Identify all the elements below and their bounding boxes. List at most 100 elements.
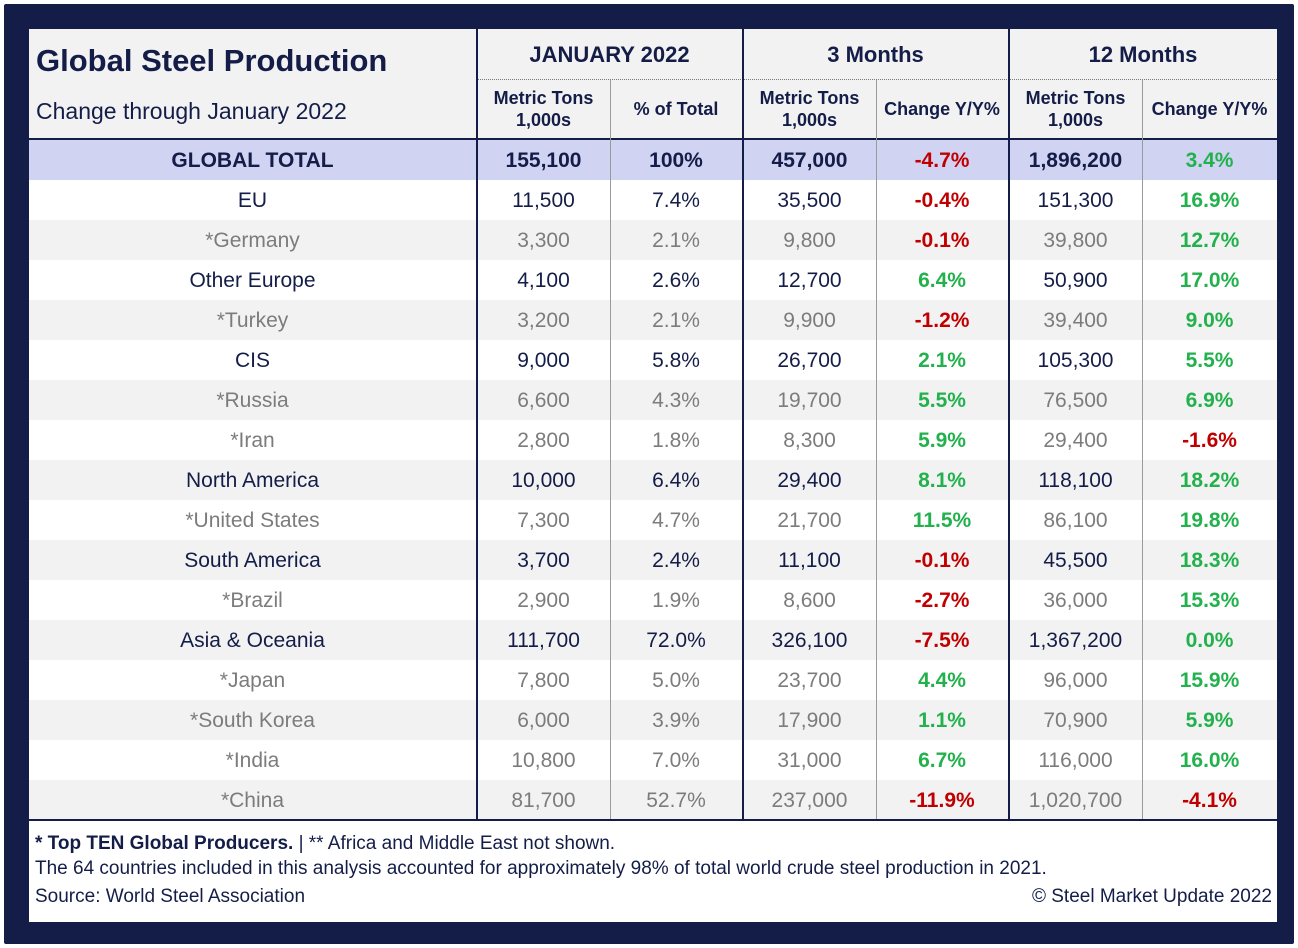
cell-pct: 3.9% bbox=[652, 709, 700, 732]
cell-m12: 36,000 bbox=[1043, 589, 1108, 612]
cell-jan: 10,000 bbox=[511, 469, 576, 492]
footnote-rest: | ** Africa and Middle East not shown. bbox=[293, 833, 616, 854]
table-row: GLOBAL TOTAL 155,100 100% 457,000 -4.7% 1,896… bbox=[29, 140, 1277, 180]
cell-jan: 6,600 bbox=[517, 389, 570, 412]
cell-m3chg: -1.2% bbox=[914, 309, 970, 332]
cell-name: *India bbox=[225, 749, 280, 772]
cell-m12chg: 17.0% bbox=[1179, 269, 1240, 292]
cell-m12: 1,020,700 bbox=[1028, 789, 1123, 812]
table-row: South America 3,700 2.4% 11,100 -0.1% 45,500 1… bbox=[29, 540, 1277, 580]
cell-m12chg: 3.4% bbox=[1185, 149, 1234, 172]
table-row: *Japan 7,800 5.0% 23,700 4.4% 96,000 15.9% bbox=[29, 660, 1277, 700]
cell-name: *Turkey bbox=[216, 309, 289, 332]
footnote-1: * Top TEN Global Producers. | ** Africa … bbox=[35, 833, 615, 855]
table-row: *China 81,700 52.7% 237,000 -11.9% 1,020,700 -… bbox=[29, 780, 1277, 820]
cell-m12: 1,896,200 bbox=[1028, 149, 1123, 172]
cell-m3: 17,900 bbox=[777, 709, 842, 732]
col-rule-3 bbox=[1008, 29, 1010, 821]
cell-m3chg: -2.7% bbox=[914, 589, 970, 612]
cell-m12: 86,100 bbox=[1043, 509, 1108, 532]
cell-m3: 21,700 bbox=[777, 509, 842, 532]
group-header-12-months: 12 Months bbox=[1088, 42, 1198, 67]
cell-jan: 10,800 bbox=[511, 749, 576, 772]
cell-pct: 2.4% bbox=[652, 549, 700, 572]
cell-m3: 23,700 bbox=[777, 669, 842, 692]
cell-m3chg: -0.4% bbox=[914, 189, 970, 212]
cell-m3: 8,600 bbox=[783, 589, 836, 612]
table-row: *Brazil 2,900 1.9% 8,600 -2.7% 36,000 15.3% bbox=[29, 580, 1277, 620]
col-header-line2: 1,000s bbox=[515, 110, 572, 130]
cell-name: Asia & Oceania bbox=[180, 629, 325, 652]
cell-m3chg: 11.5% bbox=[912, 509, 972, 532]
cell-name: *Germany bbox=[205, 229, 300, 252]
col-rule-2 bbox=[742, 29, 744, 821]
cell-m12chg: 5.9% bbox=[1185, 709, 1234, 732]
col-header-line2: 1,000s bbox=[1047, 110, 1104, 130]
cell-jan: 81,700 bbox=[511, 789, 576, 812]
table-row: *South Korea 6,000 3.9% 17,900 1.1% 70,900 5.9… bbox=[29, 700, 1277, 740]
col-header-line1: Change Y/Y% bbox=[884, 99, 1000, 119]
cell-m3chg: 8.1% bbox=[918, 469, 966, 492]
cell-m3chg: -7.5% bbox=[914, 629, 970, 652]
col-rule-thin-1 bbox=[610, 80, 611, 821]
cell-jan: 7,800 bbox=[517, 669, 570, 692]
col-rule-thin-2 bbox=[876, 80, 877, 821]
cell-m12chg: 0.0% bbox=[1185, 629, 1234, 652]
table-footer: * Top TEN Global Producers. | ** Africa … bbox=[29, 821, 1277, 922]
copyright-note: © Steel Market Update 2022 bbox=[1031, 886, 1272, 907]
cell-pct: 2.1% bbox=[652, 309, 700, 332]
col-header-line1: Metric Tons bbox=[759, 88, 860, 108]
table-row: *Iran 2,800 1.8% 8,300 5.9% 29,400 -1.6% bbox=[29, 420, 1277, 460]
cell-pct: 4.3% bbox=[652, 389, 700, 412]
cell-m3: 326,100 bbox=[771, 629, 848, 652]
cell-pct: 6.4% bbox=[652, 469, 700, 492]
col-header-jan-tons: Metric Tons 1,000s bbox=[477, 80, 610, 138]
cell-pct: 5.8% bbox=[652, 349, 700, 372]
table-row: *India 10,800 7.0% 31,000 6.7% 116,000 16.0% bbox=[29, 740, 1277, 780]
cell-jan: 3,300 bbox=[517, 229, 570, 252]
cell-m12: 96,000 bbox=[1043, 669, 1108, 692]
cell-m12chg: 18.3% bbox=[1179, 549, 1240, 572]
cell-jan: 3,700 bbox=[517, 549, 570, 572]
cell-m12chg: 16.0% bbox=[1179, 749, 1240, 772]
cell-jan: 6,000 bbox=[517, 709, 570, 732]
cell-m12: 45,500 bbox=[1043, 549, 1108, 572]
table-row: *Turkey 3,200 2.1% 9,900 -1.2% 39,400 9.0% bbox=[29, 300, 1277, 340]
col-header-12m-tons: Metric Tons 1,000s bbox=[1009, 80, 1142, 138]
group-header-january: JANUARY 2022 bbox=[529, 42, 690, 67]
cell-m12chg: 5.5% bbox=[1185, 349, 1234, 372]
col-header-line1: Metric Tons bbox=[493, 88, 594, 108]
cell-jan: 7,300 bbox=[517, 509, 570, 532]
table-row: Asia & Oceania 111,700 72.0% 326,100 -7.5% 1,… bbox=[29, 620, 1277, 660]
table-row: Other Europe 4,100 2.6% 12,700 6.4% 50,900 17.… bbox=[29, 260, 1277, 300]
cell-name: *United States bbox=[185, 509, 320, 532]
cell-m12chg: 15.9% bbox=[1179, 669, 1240, 692]
cell-pct: 5.0% bbox=[652, 669, 700, 692]
cell-m3: 457,000 bbox=[771, 149, 848, 172]
page-subtitle: Change through January 2022 bbox=[36, 98, 347, 124]
cell-name: CIS bbox=[234, 349, 270, 372]
cell-m12chg: 19.8% bbox=[1179, 509, 1240, 532]
cell-m3chg: -4.7% bbox=[914, 149, 970, 172]
table-row: *Russia 6,600 4.3% 19,700 5.5% 76,500 6.9% bbox=[29, 380, 1277, 420]
cell-m12: 116,000 bbox=[1038, 749, 1113, 772]
col-header-jan-pct: % of Total bbox=[610, 80, 742, 138]
col-rule-thin-3 bbox=[1142, 80, 1143, 821]
page-title: Global Steel Production bbox=[36, 43, 388, 78]
cell-name: *Brazil bbox=[222, 589, 283, 612]
col-header-line2: 1,000s bbox=[781, 110, 838, 130]
cell-name: *South Korea bbox=[190, 709, 315, 732]
cell-pct: 7.0% bbox=[652, 749, 700, 772]
cell-pct: 100% bbox=[649, 149, 703, 172]
col-header-3m-tons: Metric Tons 1,000s bbox=[743, 80, 876, 138]
cell-m3chg: 6.4% bbox=[918, 269, 966, 292]
cell-m12chg: 12.7% bbox=[1179, 229, 1240, 252]
footer-rule bbox=[29, 819, 1277, 822]
table-row: EU 11,500 7.4% 35,500 -0.4% 151,300 16.9% bbox=[29, 180, 1277, 220]
cell-pct: 52.7% bbox=[646, 789, 706, 812]
group-header-3-months: 3 Months bbox=[827, 42, 924, 67]
cell-name: North America bbox=[185, 469, 320, 492]
cell-m3: 19,700 bbox=[777, 389, 842, 412]
cell-name: *China bbox=[220, 789, 285, 812]
source-note: Source: World Steel Association bbox=[35, 886, 306, 907]
